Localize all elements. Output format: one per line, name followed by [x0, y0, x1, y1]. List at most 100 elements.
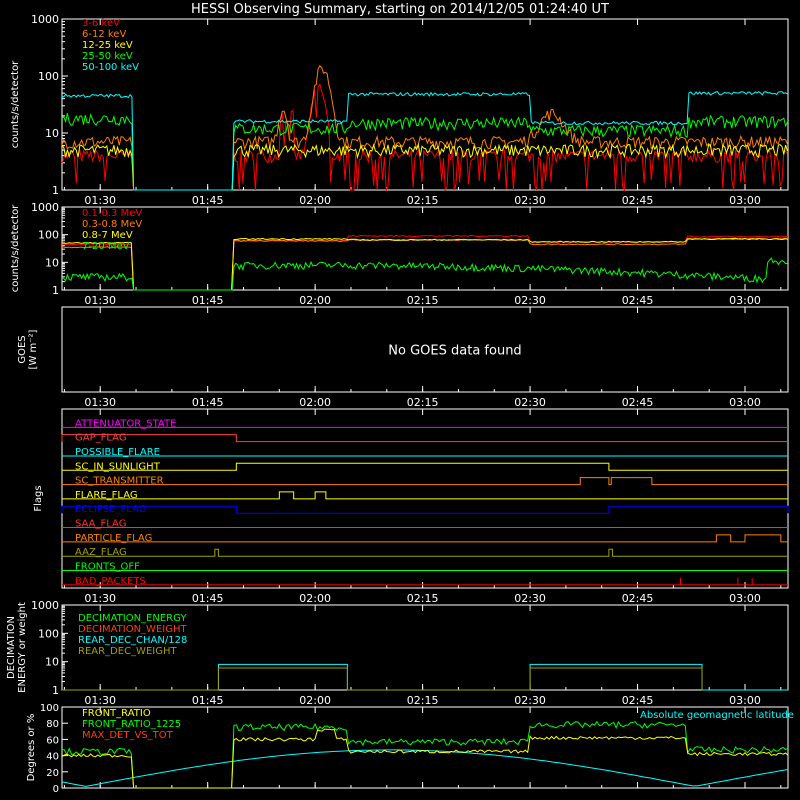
flag-line — [62, 534, 788, 543]
y-axis-label: GOES — [17, 335, 28, 363]
series-7-20-mev — [61, 257, 788, 291]
time-tick-label: 03:00 — [729, 694, 761, 707]
time-tick-label: 02:30 — [514, 396, 546, 409]
time-tick-label: 03:00 — [729, 294, 761, 307]
flag-label: GAP_FLAG — [75, 433, 127, 444]
time-tick-label: 03:00 — [729, 592, 761, 605]
time-tick-label: 02:45 — [622, 694, 654, 707]
legend-entry: Absolute geomagnetic latitude — [640, 710, 794, 721]
legend-entry: 0.3-0.8 MeV — [82, 219, 142, 230]
legend-entry: 0.8-7 MeV — [82, 230, 133, 241]
legend-entry: DECIMATION_WEIGHT — [78, 624, 187, 635]
series-geomagnetic-latitude — [61, 749, 789, 787]
flag-label: SC_TRANSMITTER — [75, 476, 164, 487]
time-tick-label: 02:00 — [299, 592, 331, 605]
legend-entry: REAR_DEC_WEIGHT — [78, 646, 177, 657]
legend-entry: DECIMATION_ENERGY — [78, 613, 187, 624]
flag-label: PARTICLE_FLAG — [75, 533, 152, 544]
y-axis-label: counts/s/detector — [10, 204, 21, 292]
flag-line — [62, 477, 788, 486]
legend-entry: FRONT_RATIO — [82, 708, 151, 719]
y-tick-label: 100 — [38, 627, 59, 640]
time-tick-label: 01:30 — [84, 694, 116, 707]
panel-frame-goes — [61, 306, 789, 393]
y-axis-label: counts/s/detector — [10, 60, 21, 148]
time-tick-label: 02:15 — [407, 396, 439, 409]
time-tick-label: 02:00 — [299, 194, 331, 207]
legend-entry: 7-20 MeV — [82, 241, 130, 252]
flag-label: ECLIPSE_FLAG — [75, 504, 146, 515]
time-tick-label: 02:00 — [299, 396, 331, 409]
legend-entry: 0.1-0.3 MeV — [82, 208, 142, 219]
time-tick-label: 01:45 — [192, 694, 224, 707]
time-tick-label: 02:00 — [299, 294, 331, 307]
time-tick-label: 01:45 — [192, 396, 224, 409]
flag-label: BAD_PACKETS — [75, 576, 146, 587]
series-50-100-kev — [61, 91, 788, 191]
series-0.1-0.3-mev — [61, 234, 789, 291]
y-tick-label: 80 — [46, 719, 59, 730]
panel-frame-ratio — [61, 706, 789, 789]
series-3-6-kev — [61, 83, 788, 192]
y-axis-label: DECIMATION — [6, 616, 17, 679]
flag-label: AAZ_FLAG — [75, 547, 127, 558]
flag-label: FRONTS_OFF — [75, 562, 140, 573]
time-tick-label: 01:45 — [192, 294, 224, 307]
flag-label: FLARE_FLAG — [75, 490, 138, 501]
time-tick-label: 03:00 — [729, 194, 761, 207]
y-tick-label: 100 — [40, 703, 59, 714]
time-tick-label: 02:00 — [299, 694, 331, 707]
y-tick-label: 100 — [38, 70, 59, 83]
legend-entry: FRONT_RATIO_1225 — [82, 719, 181, 730]
time-tick-label: 02:45 — [622, 194, 654, 207]
flag-line — [61, 505, 789, 514]
time-tick-label: 01:30 — [84, 396, 116, 409]
flag-label: ATTENUATOR_STATE — [75, 418, 176, 429]
time-tick-label: 01:30 — [84, 294, 116, 307]
time-tick-label: 02:15 — [407, 592, 439, 605]
time-tick-label: 02:15 — [407, 194, 439, 207]
goes-message: No GOES data found — [388, 344, 521, 359]
legend-entry: 50-100 keV — [82, 62, 139, 73]
flag-label: SC_IN_SUNLIGHT — [75, 461, 161, 472]
time-tick-label: 02:45 — [622, 396, 654, 409]
y-tick-label: 40 — [46, 752, 59, 763]
time-tick-label: 02:15 — [407, 694, 439, 707]
time-tick-label: 02:30 — [514, 592, 546, 605]
time-tick-label: 01:45 — [192, 194, 224, 207]
y-tick-label: 1000 — [31, 201, 59, 214]
legend-entry: REAR_DEC_CHAN/128 — [78, 635, 187, 646]
flag-line — [62, 491, 788, 500]
y-tick-label: 0 — [53, 784, 59, 795]
time-tick-label: 02:45 — [622, 592, 654, 605]
y-axis-label: Flags — [33, 485, 44, 511]
y-tick-label: 20 — [46, 768, 59, 779]
legend-entry: 6-12 keV — [82, 29, 126, 40]
time-tick-label: 03:00 — [729, 396, 761, 409]
y-tick-label: 10 — [45, 656, 59, 669]
time-tick-label: 01:30 — [84, 194, 116, 207]
flag-line — [62, 548, 788, 557]
panel-frame-highE — [61, 206, 789, 291]
y-tick-label: 1 — [52, 284, 59, 297]
y-tick-label: 1000 — [31, 13, 59, 26]
flag-line — [62, 462, 788, 471]
time-tick-label: 02:30 — [514, 694, 546, 707]
time-tick-label: 01:45 — [192, 592, 224, 605]
y-axis-label: [W m⁻²] — [28, 329, 39, 369]
time-tick-label: 01:30 — [84, 592, 116, 605]
y-tick-label: 10 — [45, 256, 59, 269]
y-tick-label: 1 — [52, 684, 59, 697]
legend-entry: 25-50 keV — [82, 51, 133, 62]
time-tick-label: 02:45 — [622, 294, 654, 307]
panel-frame-lowE — [61, 18, 789, 191]
time-tick-label: 02:30 — [514, 294, 546, 307]
flag-line — [61, 434, 788, 443]
flag-label: POSSIBLE_FLARE — [75, 447, 160, 458]
y-tick-label: 100 — [38, 229, 59, 242]
y-tick-label: 10 — [45, 127, 59, 140]
series-rear-dec-weight — [62, 667, 703, 691]
y-tick-label: 60 — [46, 735, 59, 746]
legend-entry: MAX_DET_VS_TOT — [82, 730, 174, 741]
time-tick-label: 02:30 — [514, 194, 546, 207]
